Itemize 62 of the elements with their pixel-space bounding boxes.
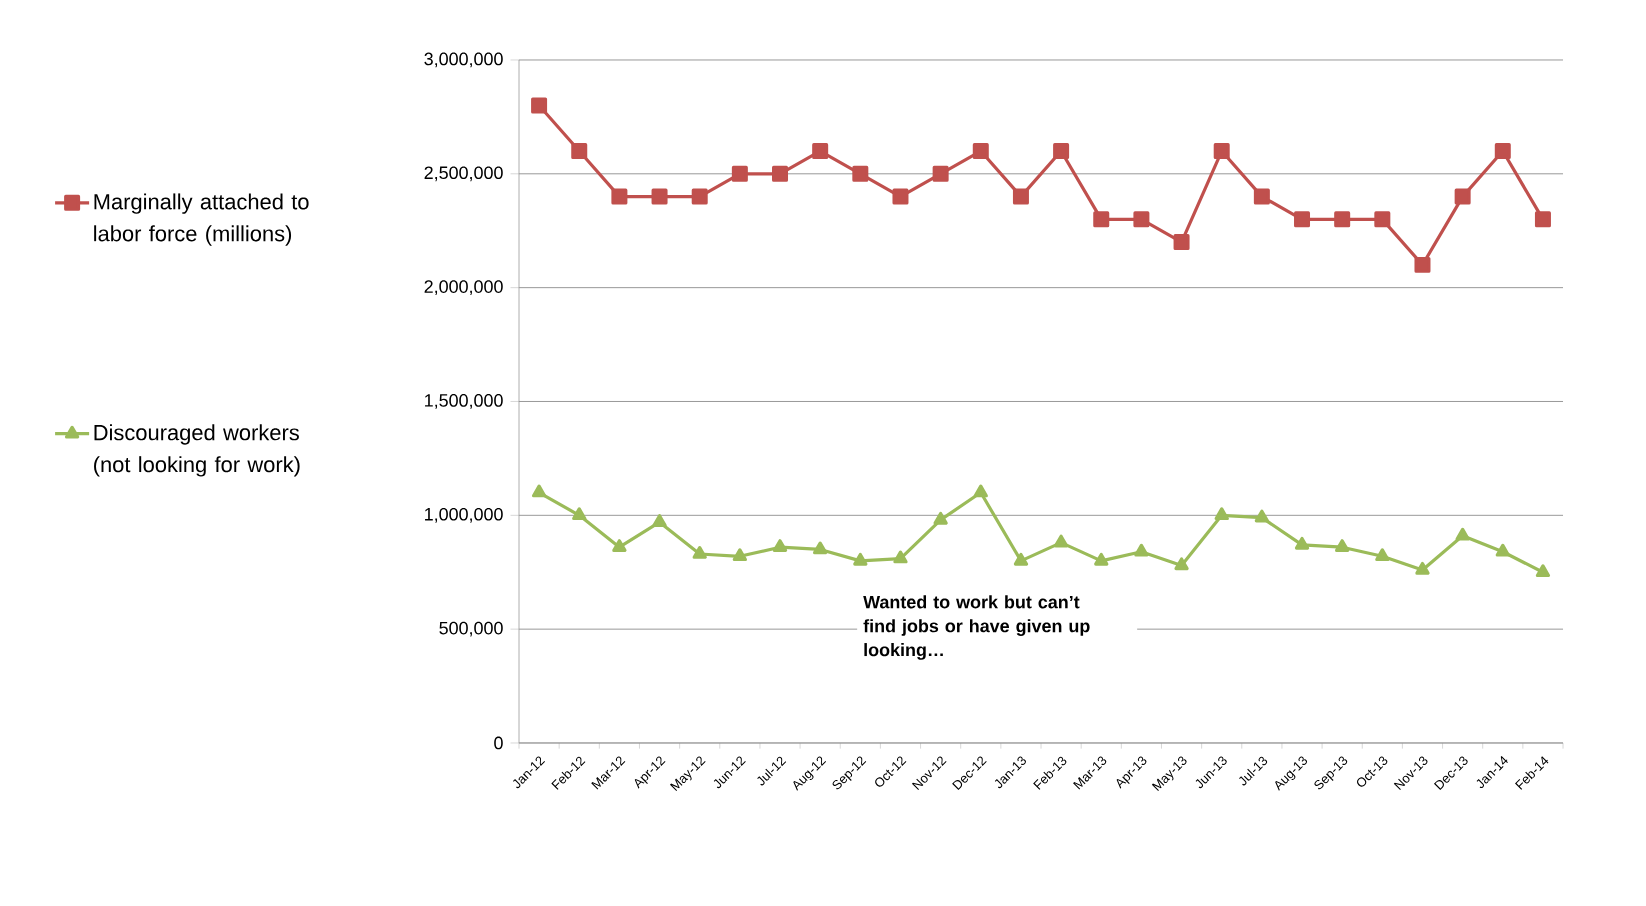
point (731, 165, 748, 182)
point (531, 484, 547, 498)
legend-label: Marginally attached to labor force (millions) (94, 193, 309, 246)
point (1012, 188, 1029, 205)
point (893, 550, 908, 564)
y-tick-label: 3,000,000 (424, 52, 503, 68)
point (1294, 536, 1310, 550)
annotation: Wanted to work but can’t find jobs or have given up looking… (863, 595, 1090, 660)
legend-label: Discouraged workers (not looking for work) (94, 424, 300, 477)
point (813, 541, 828, 555)
point (612, 539, 627, 552)
point (1053, 534, 1069, 548)
point (1535, 564, 1551, 578)
point (1335, 539, 1350, 552)
point (933, 511, 948, 525)
point (1013, 552, 1029, 566)
point (1174, 557, 1189, 571)
y-tick-label: 2,500,000 (424, 166, 503, 182)
point (1053, 143, 1070, 160)
point (1495, 543, 1510, 557)
point (1134, 543, 1149, 557)
point (1375, 548, 1390, 562)
point (1534, 211, 1551, 228)
point (892, 188, 909, 205)
point (1133, 211, 1150, 228)
point (1253, 188, 1270, 205)
point (812, 143, 829, 160)
point (1494, 143, 1511, 160)
point (651, 188, 668, 205)
point (853, 552, 868, 566)
point (973, 484, 988, 498)
point (652, 514, 667, 527)
point (1214, 507, 1229, 521)
point (611, 188, 628, 205)
point (772, 539, 788, 552)
point (692, 546, 707, 559)
y-tick-label: 2,000,000 (424, 280, 503, 296)
point (1374, 211, 1391, 228)
point (1213, 143, 1230, 160)
point (852, 165, 869, 182)
point (1094, 552, 1109, 566)
point (1455, 527, 1470, 541)
point (732, 548, 747, 562)
point (772, 165, 789, 182)
point (1294, 211, 1311, 228)
point (571, 143, 588, 160)
point (1334, 211, 1351, 228)
point (1173, 234, 1190, 251)
y-tick-label: 1,000,000 (425, 507, 503, 523)
point (1254, 509, 1270, 523)
point (531, 97, 548, 114)
point (1415, 561, 1430, 575)
point (972, 143, 989, 160)
y-tick-label: 0 (494, 736, 503, 750)
point (1093, 211, 1110, 228)
point (572, 507, 587, 521)
point (932, 165, 949, 182)
y-tick-label: 1,500,000 (425, 394, 503, 409)
point (691, 188, 708, 205)
y-tick-label: 500,000 (439, 621, 503, 637)
point (1454, 188, 1471, 205)
point (1414, 256, 1431, 273)
